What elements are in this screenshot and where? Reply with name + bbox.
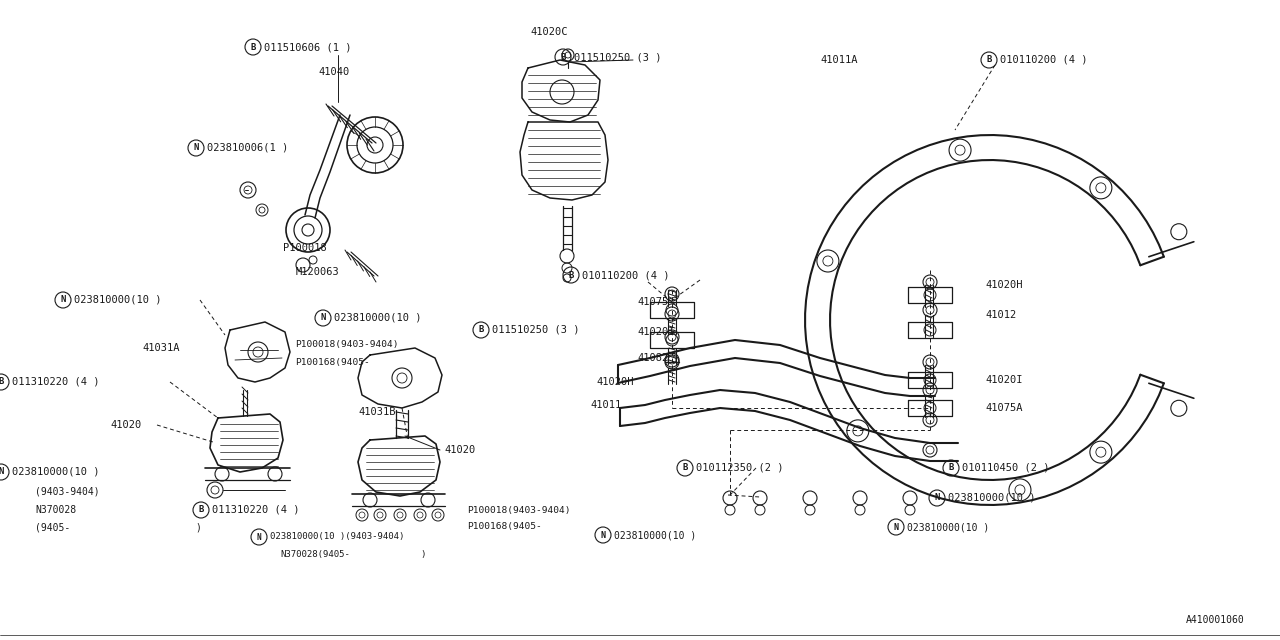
Text: A410001060: A410001060 <box>1187 615 1245 625</box>
Text: N: N <box>934 493 940 502</box>
Text: 023810006(1 ): 023810006(1 ) <box>207 143 288 153</box>
Text: B: B <box>251 42 256 51</box>
Text: B: B <box>987 56 992 65</box>
Text: N: N <box>0 467 4 477</box>
Text: 010110200 (4 ): 010110200 (4 ) <box>1000 55 1088 65</box>
Text: (9405-: (9405- <box>35 522 70 532</box>
Text: M120063: M120063 <box>296 267 339 277</box>
Text: 41020H: 41020H <box>986 280 1023 290</box>
Text: P100168(9405-: P100168(9405- <box>467 522 541 531</box>
Text: 41040: 41040 <box>317 67 349 77</box>
Text: 41031B: 41031B <box>358 407 396 417</box>
Text: 010110200 (4 ): 010110200 (4 ) <box>582 270 669 280</box>
Text: 011510250 (3 ): 011510250 (3 ) <box>492 325 580 335</box>
Text: P100168(9405-: P100168(9405- <box>294 358 370 367</box>
Text: 41020: 41020 <box>110 420 141 430</box>
Text: 011510606 (1 ): 011510606 (1 ) <box>264 42 352 52</box>
Text: B: B <box>198 506 204 515</box>
Text: N370028: N370028 <box>35 505 76 515</box>
Text: P100018: P100018 <box>283 243 326 253</box>
Text: 023810000(10 )(9403-9404): 023810000(10 )(9403-9404) <box>270 532 404 541</box>
Text: (9403-9404): (9403-9404) <box>35 487 100 497</box>
Text: 023810000(10 ): 023810000(10 ) <box>948 493 1036 503</box>
Text: N: N <box>320 314 325 323</box>
Text: 41082: 41082 <box>637 353 668 363</box>
Text: N370028(9405-: N370028(9405- <box>280 550 349 559</box>
Text: B: B <box>0 378 4 387</box>
Text: 010112350 (2 ): 010112350 (2 ) <box>696 463 783 473</box>
Text: 41031A: 41031A <box>142 343 179 353</box>
Text: 41011: 41011 <box>590 400 621 410</box>
Text: P100018(9403-9404): P100018(9403-9404) <box>294 340 398 349</box>
Text: 011510250 (3 ): 011510250 (3 ) <box>573 52 662 62</box>
Text: B: B <box>568 271 573 280</box>
Text: B: B <box>948 463 954 472</box>
Text: 41075: 41075 <box>637 297 668 307</box>
Text: 41075A: 41075A <box>986 403 1023 413</box>
Text: 010110450 (2 ): 010110450 (2 ) <box>963 463 1050 473</box>
Text: ): ) <box>420 550 425 559</box>
Text: 011310220 (4 ): 011310220 (4 ) <box>212 505 300 515</box>
Text: 41012: 41012 <box>986 310 1016 320</box>
Text: 023810000(10 ): 023810000(10 ) <box>12 467 100 477</box>
Text: 023810000(10 ): 023810000(10 ) <box>908 522 989 532</box>
Text: 41020I: 41020I <box>637 327 675 337</box>
Text: N: N <box>257 532 261 541</box>
Text: 41020H: 41020H <box>596 377 634 387</box>
Text: B: B <box>561 52 566 61</box>
Text: 41020C: 41020C <box>530 27 567 37</box>
Text: P100018(9403-9404): P100018(9403-9404) <box>467 506 571 515</box>
Text: N: N <box>893 522 899 531</box>
Text: N: N <box>193 143 198 152</box>
Text: ): ) <box>195 522 201 532</box>
Text: 41011A: 41011A <box>820 55 858 65</box>
Text: B: B <box>682 463 687 472</box>
Text: 011310220 (4 ): 011310220 (4 ) <box>12 377 100 387</box>
Text: 023810000(10 ): 023810000(10 ) <box>614 530 696 540</box>
Text: B: B <box>479 326 484 335</box>
Text: N: N <box>600 531 605 540</box>
Text: 023810000(10 ): 023810000(10 ) <box>74 295 161 305</box>
Text: 41020I: 41020I <box>986 375 1023 385</box>
Text: 41020: 41020 <box>444 445 475 455</box>
Text: 023810000(10 ): 023810000(10 ) <box>334 313 421 323</box>
Text: N: N <box>60 296 65 305</box>
